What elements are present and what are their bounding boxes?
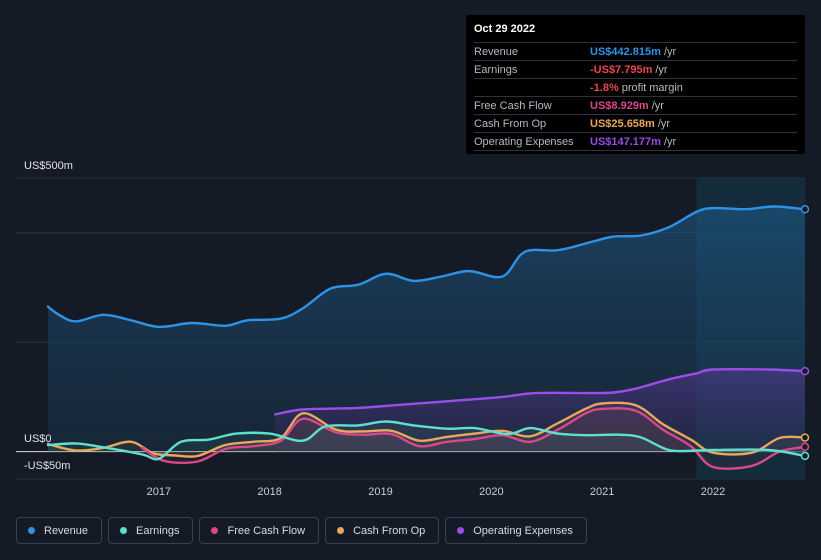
tooltip-row-value: US$25.658m [590,117,655,130]
tooltip-row-unit: /yr [657,117,671,130]
marker-operating-expenses [800,366,810,376]
line-revenue [46,205,807,329]
x-tick-label: 2021 [590,486,614,498]
legend-item-revenue[interactable]: Revenue [16,517,103,544]
legend-dot-icon [457,527,465,534]
marker-cash-from-op [800,433,810,442]
line-operating-expenses [274,367,807,416]
tooltip-row-unit: /yr [651,99,664,112]
tooltip-date: Oct 29 2022 [474,23,797,43]
tooltip-row-unit: /yr [663,45,677,58]
area-free-cash-flow [142,408,805,469]
tooltip-row: -1.8% profit margin [474,79,797,97]
tooltip-row-label: Operating Expenses [474,135,574,148]
legend-label: Revenue [44,524,89,537]
tooltip-row: Cash From Op US$25.658m/yr [474,115,797,133]
marker-free-cash-flow [800,442,810,452]
tooltip-row-label: Earnings [474,63,518,76]
marker-revenue [800,205,810,214]
tooltip-row-label: Free Cash Flow [474,99,552,112]
x-tick-label: 2019 [368,486,392,498]
tooltip-row: Earnings -US$7.795m/yr [474,61,797,79]
legend-dot-icon [120,527,128,534]
legend-dot-icon [211,527,219,534]
legend-label: Operating Expenses [473,524,573,537]
line-cash-from-op [46,401,807,458]
data-tooltip: Oct 29 2022 Revenue US$442.815m/yr Earning… [466,15,805,154]
y-axis-label-top: US$500m [24,160,73,172]
x-tick-label: 2020 [479,486,503,498]
marker-earnings [800,451,810,461]
tooltip-row-value: US$147.177m [590,135,661,148]
tooltip-row: Revenue US$442.815m/yr [474,43,797,61]
tooltip-row: Operating Expenses US$147.177m/yr [474,133,797,151]
tooltip-row-label: Cash From Op [474,117,547,130]
y-axis-label-bottom: -US$50m [24,460,71,472]
line-earnings [46,420,807,461]
tooltip-row-value: US$442.815m [590,45,661,58]
tooltip-row-label: Revenue [474,45,519,58]
legend-item-cash-from-op[interactable]: Cash From Op [325,517,440,544]
area-revenue [48,206,805,452]
tooltip-row-unit: profit margin [621,81,683,94]
chart-legend: Revenue Earnings Free Cash Flow Cash From O… [16,517,587,544]
legend-label: Cash From Op [353,524,426,537]
legend-item-earnings[interactable]: Earnings [108,517,194,544]
x-tick-label: 2022 [701,486,725,498]
legend-label: Earnings [136,524,180,537]
tooltip-row-value: -1.8% [590,81,619,94]
tooltip-row-unit: /yr [663,135,677,148]
x-tick-label: 2018 [257,486,281,498]
tooltip-row: Free Cash Flow US$8.929m/yr [474,97,797,115]
legend-item-free-cash-flow[interactable]: Free Cash Flow [199,517,320,544]
x-tick-label: 2017 [147,486,171,498]
tooltip-row-value: -US$7.795m [590,63,653,76]
legend-label: Free Cash Flow [227,524,306,537]
legend-dot-icon [28,527,35,534]
line-free-cash-flow [141,407,807,470]
legend-item-operating-expenses[interactable]: Operating Expenses [445,517,587,544]
tooltip-row-unit: /yr [655,63,668,76]
tooltip-row-value: US$8.929m [590,99,649,112]
y-axis-label-zero: US$0 [24,433,52,445]
legend-dot-icon [337,527,345,534]
